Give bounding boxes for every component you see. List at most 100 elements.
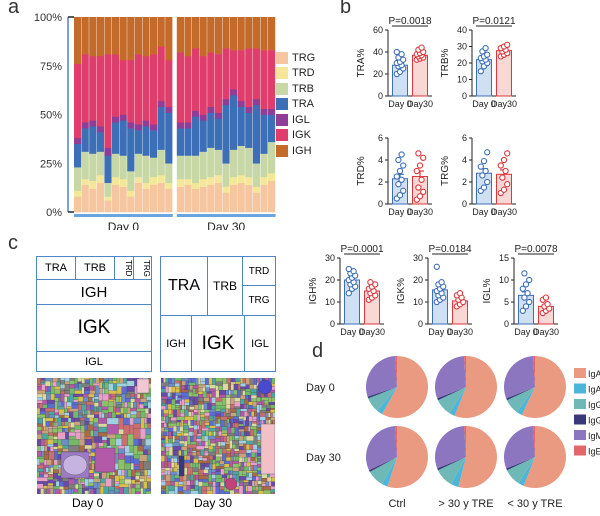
data-point (413, 167, 420, 175)
treemap-clone-tile (82, 410, 85, 415)
treemap-clone-tile (88, 482, 94, 487)
bar-segment-day30-igh (268, 17, 276, 51)
treemap-clone-tile (167, 461, 172, 468)
treemap-clone-tile (200, 381, 206, 385)
bar-segment-day30-trb (192, 155, 200, 184)
treemap-clone-tile (251, 452, 256, 458)
treemap-clone-tile (124, 402, 128, 408)
treemap-clone-tile (181, 420, 184, 427)
treemap-clone-tile (261, 407, 267, 411)
y-tick-label-a: 0% (46, 207, 62, 219)
treemap-clone-tile (238, 449, 247, 454)
treemap-clone-tile (238, 466, 241, 471)
y-tick-label: 0 (462, 199, 467, 209)
treemap-clone-tile (238, 482, 244, 486)
bar-segment-day30-trd (260, 176, 268, 185)
treemap-clone-tile (118, 417, 124, 430)
treemap-clone-tile (261, 486, 264, 491)
treemap-clone-tile (57, 428, 63, 433)
treemap-clone-tile (173, 467, 178, 473)
treemap-clone-tile (62, 448, 69, 452)
bar-segment-day30-tra (222, 104, 230, 164)
treemap-clone-tile (94, 414, 100, 419)
bar-segment-day0-tra (165, 112, 173, 164)
treemap-clone-tile (189, 400, 193, 405)
bar-segment-day0-igh (104, 17, 112, 55)
treemap-clone-tile (133, 464, 140, 467)
treemap-clone-tile (73, 399, 79, 403)
treemap-clone-tile (198, 455, 203, 458)
bar-segment-day0-trd (119, 178, 127, 187)
treemap-clone-tile (244, 426, 249, 432)
treemap-clone-tile (164, 429, 169, 432)
treemap-clone-tile (55, 481, 60, 487)
data-point (497, 189, 504, 197)
treemap-clone-tile (255, 486, 259, 491)
legend-item-trb: TRB (276, 81, 336, 97)
treemap-clone-tile (80, 478, 85, 483)
bar-segment-day30-igk (222, 48, 230, 100)
treemap-clone-tile (121, 469, 125, 476)
bar-segment-day30-trg (199, 186, 207, 213)
treemap-clone-tile (70, 422, 75, 428)
treemap-clone-tile (192, 431, 194, 437)
data-point (502, 167, 509, 175)
treemap-clone-tile (251, 476, 256, 482)
treemap-clone-tile (74, 421, 81, 426)
treemap-clone-tile (248, 472, 253, 478)
treemap-clone-tile (234, 489, 240, 493)
treemap-clone-tile (163, 423, 167, 428)
treemap-clone-tile (170, 438, 173, 444)
treemap-clone-tile (202, 387, 206, 392)
y-tick-label: 0 (504, 319, 509, 329)
treemap-clone-tile (147, 449, 151, 455)
pie-slice-igg12 (437, 457, 466, 485)
treemap-clone-tile (43, 473, 49, 478)
treemap-clone-tile (195, 378, 199, 386)
x-tick-label: Day30 (359, 327, 385, 337)
treemap-clone-tile (161, 479, 166, 482)
treemap-clone-tile (238, 421, 244, 425)
treemap-clone-tile (233, 416, 239, 420)
bar-segment-day0-igl (104, 147, 112, 156)
data-point (479, 48, 486, 55)
treemap-clone-tile (175, 392, 183, 396)
treemap-clone-tile (224, 467, 233, 471)
treemap-clone-tile (198, 378, 201, 385)
treemap-clone-tile (77, 381, 82, 384)
bar-segment-day0-igh (134, 17, 142, 55)
treemap-clone-tile (229, 440, 233, 449)
treemap-clone-tile (58, 413, 65, 416)
legend-swatch (276, 129, 288, 142)
treemap-clone-tile (93, 478, 101, 483)
treemap-clone-tile (91, 436, 95, 443)
data-point (393, 59, 400, 67)
treemap-clone-tile (270, 489, 275, 493)
treemap-clone-tile (131, 479, 136, 485)
treemap-clone-tile (140, 411, 146, 419)
data-point (504, 181, 511, 188)
treemap-clone-tile (202, 460, 208, 464)
treemap-clone-tile (233, 389, 238, 395)
treemap-clone-tile (161, 409, 164, 417)
treemap-clone-tile (248, 395, 252, 402)
data-point (438, 279, 445, 286)
treemap-clone-tile (133, 445, 138, 455)
data-point (480, 184, 488, 191)
treemap-clone-tile (201, 490, 208, 494)
treemap-clone-tile (74, 417, 81, 422)
treemap-clone-tile (194, 396, 199, 405)
treemap-clone-tile (240, 404, 244, 409)
treemap-clone-tile (140, 469, 145, 473)
treemap-clone-tile (80, 432, 85, 440)
treemap-schematic-day30: TRA TRB TRD TRG IGH IGK IGL (160, 256, 276, 372)
treemap-clone-tile (71, 488, 74, 494)
treemap-clone-tile (89, 417, 94, 422)
treemap-clone-tile (64, 381, 70, 385)
treemap-large-clone (257, 379, 273, 395)
treemap-clone-tile (161, 472, 166, 476)
bar-segment-day0-igl (134, 124, 142, 131)
treemap-clone-tile (110, 393, 117, 397)
treemap-clone-tile (74, 387, 79, 391)
treemap-clone-tile (98, 417, 108, 424)
